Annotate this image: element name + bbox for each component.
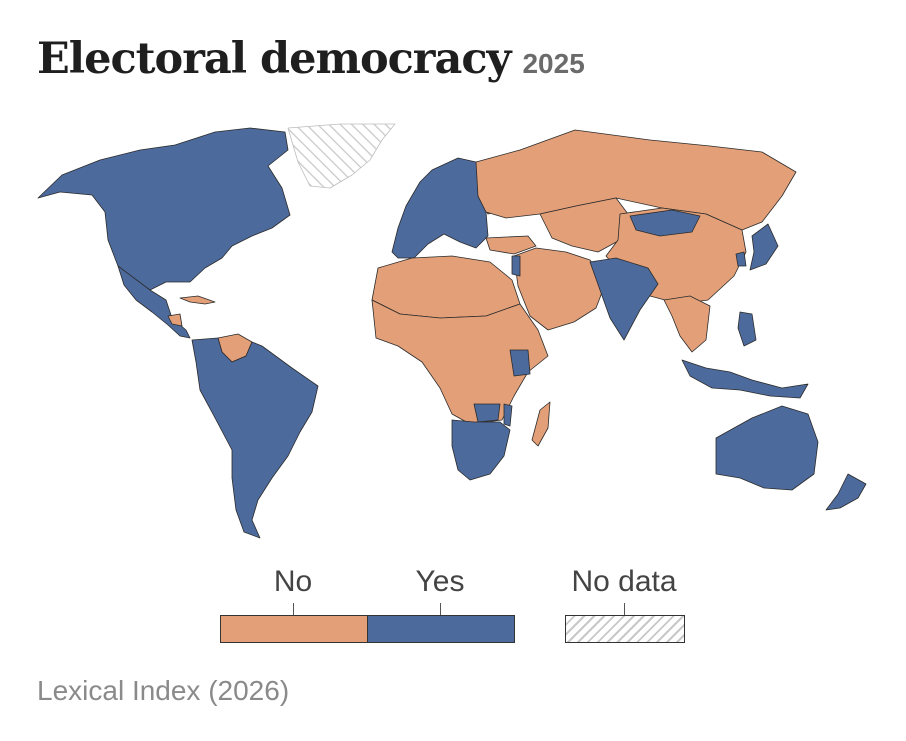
region-madagascar (531, 401, 551, 447)
legend-swatch-no-data (565, 615, 685, 643)
region-west-and-central-africa (371, 299, 549, 425)
region-southern-africa (451, 419, 511, 481)
region-southeast-asia-mainland (663, 295, 711, 353)
legend-swatch-no (220, 615, 368, 643)
world-map (37, 123, 867, 539)
region-north-america (37, 127, 291, 291)
region-kenya (509, 349, 531, 377)
legend-swatch-yes (367, 615, 515, 643)
region-cuba (179, 295, 216, 305)
chart-year: 2025 (522, 48, 585, 79)
chart-title-row: Electoral democracy 2025 (37, 34, 585, 84)
region-greenland (287, 123, 396, 189)
region-south-america (191, 337, 319, 539)
legend-tick-no-data (624, 603, 625, 615)
legend-label-no-data: No data (571, 565, 677, 598)
region-north-africa (371, 255, 521, 319)
region-malawi (503, 403, 513, 427)
region-turkey (485, 235, 537, 255)
legend-tick-yes (440, 603, 441, 615)
region-australia (715, 405, 819, 491)
region-indonesia (681, 359, 809, 399)
region-nicaragua (167, 313, 183, 327)
region-india (589, 257, 659, 341)
region-israel (511, 255, 521, 277)
region-new-zealand (825, 473, 867, 511)
legend-label-no: No (273, 565, 313, 598)
region-philippines (737, 311, 757, 347)
legend-label-yes: Yes (415, 565, 465, 598)
legend-tick-no (293, 603, 294, 615)
source-note: Lexical Index (2026) (37, 675, 290, 706)
region-western-and-central-europe (391, 157, 489, 259)
chart-title: Electoral democracy (37, 34, 511, 84)
region-middle-east (513, 247, 607, 331)
region-south-korea (735, 251, 747, 267)
region-mongolia (629, 209, 701, 237)
region-zambia (473, 403, 501, 423)
region-japan (749, 223, 779, 271)
